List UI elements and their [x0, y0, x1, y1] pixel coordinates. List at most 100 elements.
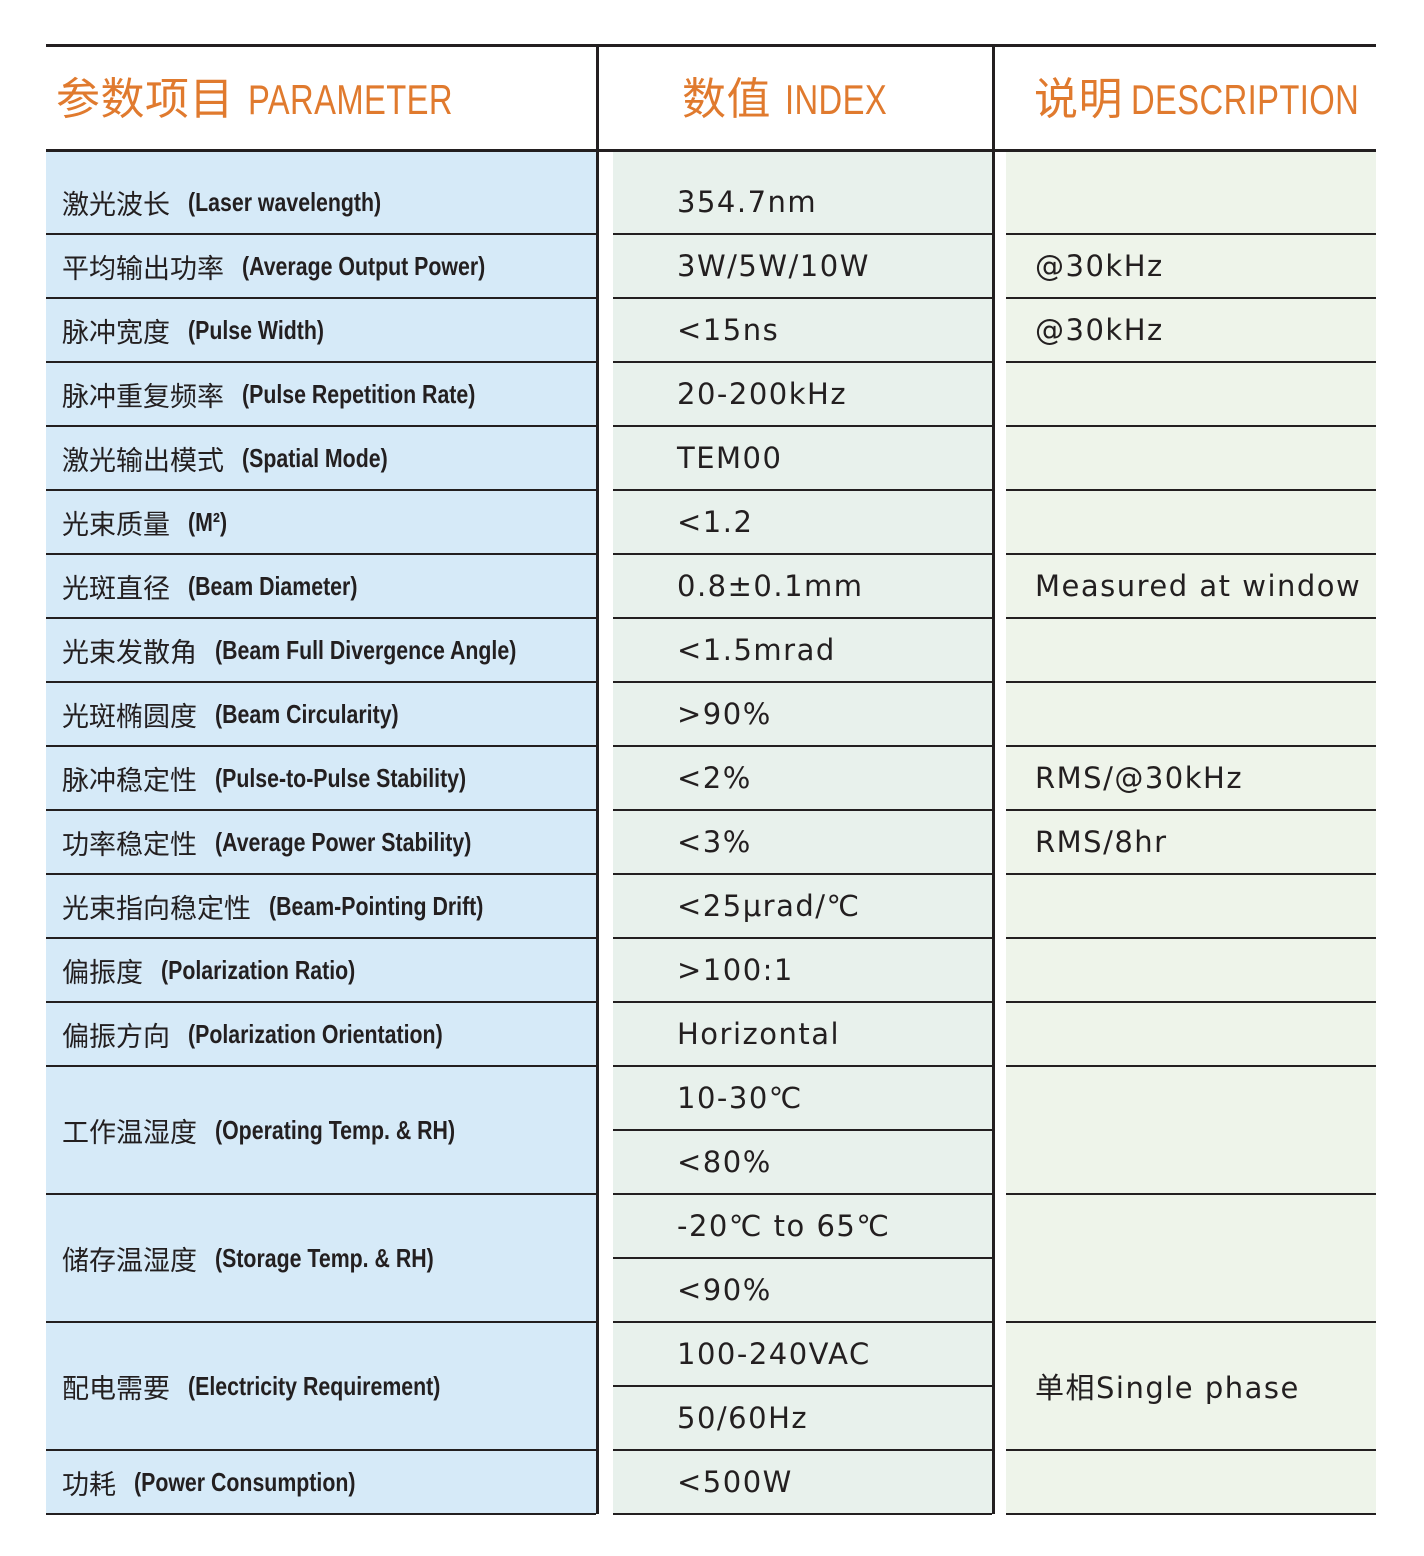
parameter-en: (Electricity Requirement) — [188, 1370, 441, 1401]
parameter-en: (Polarization Orientation) — [188, 1018, 443, 1049]
row-divider-description — [1006, 873, 1376, 875]
row-divider-index — [613, 553, 992, 555]
row-divider-description — [1006, 1513, 1376, 1515]
parameter-cell: 功率稳定性 (Average Power Stability) — [62, 810, 528, 874]
row-divider-parameter — [46, 553, 596, 555]
parameter-en: (Storage Temp. & RH) — [215, 1242, 434, 1273]
row-divider-parameter — [46, 233, 596, 235]
row-divider-parameter — [46, 1065, 596, 1067]
parameter-cn: 光斑直径 — [62, 573, 170, 605]
row-divider-description — [1006, 361, 1376, 363]
parameter-en: (Pulse Width) — [188, 314, 325, 345]
row-divider-index — [613, 1513, 992, 1515]
column-divider-1 — [596, 150, 599, 1514]
parameter-en: (Pulse Repetition Rate) — [242, 378, 476, 409]
row-divider-description — [1006, 1193, 1376, 1195]
row-divider-description — [1006, 553, 1376, 555]
parameter-en: (Operating Temp. & RH) — [215, 1114, 456, 1145]
index-value-cell: 10-30℃ — [677, 1081, 803, 1115]
row-divider-index — [613, 1321, 992, 1323]
parameter-en: (Average Output Power) — [242, 250, 486, 281]
row-divider-description — [1006, 297, 1376, 299]
index-column-background — [613, 151, 992, 1513]
header-bottom-border-desc — [995, 149, 1376, 152]
parameter-en: (Beam Diameter) — [188, 570, 358, 601]
parameter-cn: 偏振方向 — [62, 1021, 170, 1053]
index-value-cell: 3W/5W/10W — [677, 249, 870, 283]
parameter-en: (Polarization Ratio) — [161, 954, 356, 985]
parameter-cn: 脉冲宽度 — [62, 317, 170, 349]
parameter-cn: 光束发散角 — [62, 637, 197, 669]
parameter-cn: 光束指向稳定性 — [62, 893, 251, 925]
parameter-cell: 脉冲重复频率 (Pulse Repetition Rate) — [62, 362, 527, 426]
index-value-cell: <1.5mrad — [677, 633, 836, 667]
header-description: 说明 DESCRIPTION — [1034, 70, 1424, 130]
row-divider-parameter — [46, 1193, 596, 1195]
parameter-cell: 平均输出功率 (Average Output Power) — [62, 234, 539, 298]
parameter-cell: 脉冲宽度 (Pulse Width) — [62, 298, 354, 362]
parameter-cell: 光斑椭圆度 (Beam Circularity) — [62, 682, 439, 746]
description-column-background — [1006, 151, 1376, 1513]
header-divider-2 — [992, 44, 995, 152]
parameter-en: (Average Power Stability) — [215, 826, 472, 857]
parameter-cn: 功耗 — [62, 1469, 116, 1501]
row-divider-index — [613, 873, 992, 875]
row-divider-description — [1006, 425, 1376, 427]
parameter-cn: 光斑椭圆度 — [62, 701, 197, 733]
row-divider-parameter — [46, 1513, 596, 1515]
description-cell: RMS/8hr — [1035, 825, 1168, 859]
index-value-cell: <1.2 — [677, 505, 754, 539]
header-description-en: DESCRIPTION — [1131, 76, 1360, 123]
row-divider-description — [1006, 1449, 1376, 1451]
row-divider-index — [613, 745, 992, 747]
parameter-en: (Pulse-to-Pulse Stability) — [215, 762, 467, 793]
row-divider-parameter — [46, 1449, 596, 1451]
row-divider-index — [613, 1001, 992, 1003]
row-divider-index — [613, 617, 992, 619]
parameter-cell: 功耗 (Power Consumption) — [62, 1450, 404, 1514]
parameter-en: (Power Consumption) — [134, 1466, 356, 1497]
index-value-cell: <3% — [677, 825, 752, 859]
index-value-cell: <80% — [677, 1145, 772, 1179]
parameter-cn: 平均输出功率 — [62, 253, 224, 285]
description-cell: 单相Single phase — [1035, 1371, 1300, 1405]
description-cell: @30kHz — [1035, 313, 1164, 347]
index-sub-divider — [613, 1257, 992, 1259]
index-value-cell: 0.8±0.1mm — [677, 569, 864, 603]
index-value-cell: >90% — [677, 697, 772, 731]
parameter-cell: 配电需要 (Electricity Requirement) — [62, 1322, 496, 1450]
parameter-en: (Beam-Pointing Drift) — [269, 890, 484, 921]
index-value-cell: 20-200kHz — [677, 377, 848, 411]
row-divider-index — [613, 489, 992, 491]
row-divider-parameter — [46, 297, 596, 299]
parameter-cell: 工作温湿度 (Operating Temp. & RH) — [62, 1066, 508, 1194]
parameter-column-background — [46, 151, 596, 1513]
parameter-en: (Beam Circularity) — [215, 698, 399, 729]
parameter-en: (M²) — [188, 506, 228, 537]
header-index-en: INDEX — [785, 76, 888, 123]
row-divider-index — [613, 809, 992, 811]
parameter-cn: 脉冲重复频率 — [62, 381, 224, 413]
parameter-cell: 激光波长 (Laser wavelength) — [62, 170, 424, 234]
header-description-cn: 说明 — [1034, 75, 1123, 124]
parameter-en: (Beam Full Divergence Angle) — [215, 634, 517, 665]
index-value-cell: <25μrad/℃ — [677, 889, 861, 923]
table-top-border — [46, 44, 1376, 47]
header-divider-1 — [596, 44, 599, 152]
header-bottom-border-index — [599, 149, 992, 152]
parameter-en: (Laser wavelength) — [188, 186, 382, 217]
row-divider-description — [1006, 809, 1376, 811]
index-value-cell: 100-240VAC — [677, 1337, 871, 1371]
row-divider-index — [613, 361, 992, 363]
row-divider-parameter — [46, 1321, 596, 1323]
row-divider-description — [1006, 937, 1376, 939]
index-sub-divider — [613, 1385, 992, 1387]
row-divider-parameter — [46, 809, 596, 811]
parameter-cn: 激光输出模式 — [62, 445, 224, 477]
parameter-cell: 光束指向稳定性 (Beam-Pointing Drift) — [62, 874, 530, 938]
parameter-cn: 光束质量 — [62, 509, 170, 541]
row-divider-index — [613, 297, 992, 299]
row-divider-parameter — [46, 425, 596, 427]
row-divider-index — [613, 937, 992, 939]
row-divider-description — [1006, 489, 1376, 491]
